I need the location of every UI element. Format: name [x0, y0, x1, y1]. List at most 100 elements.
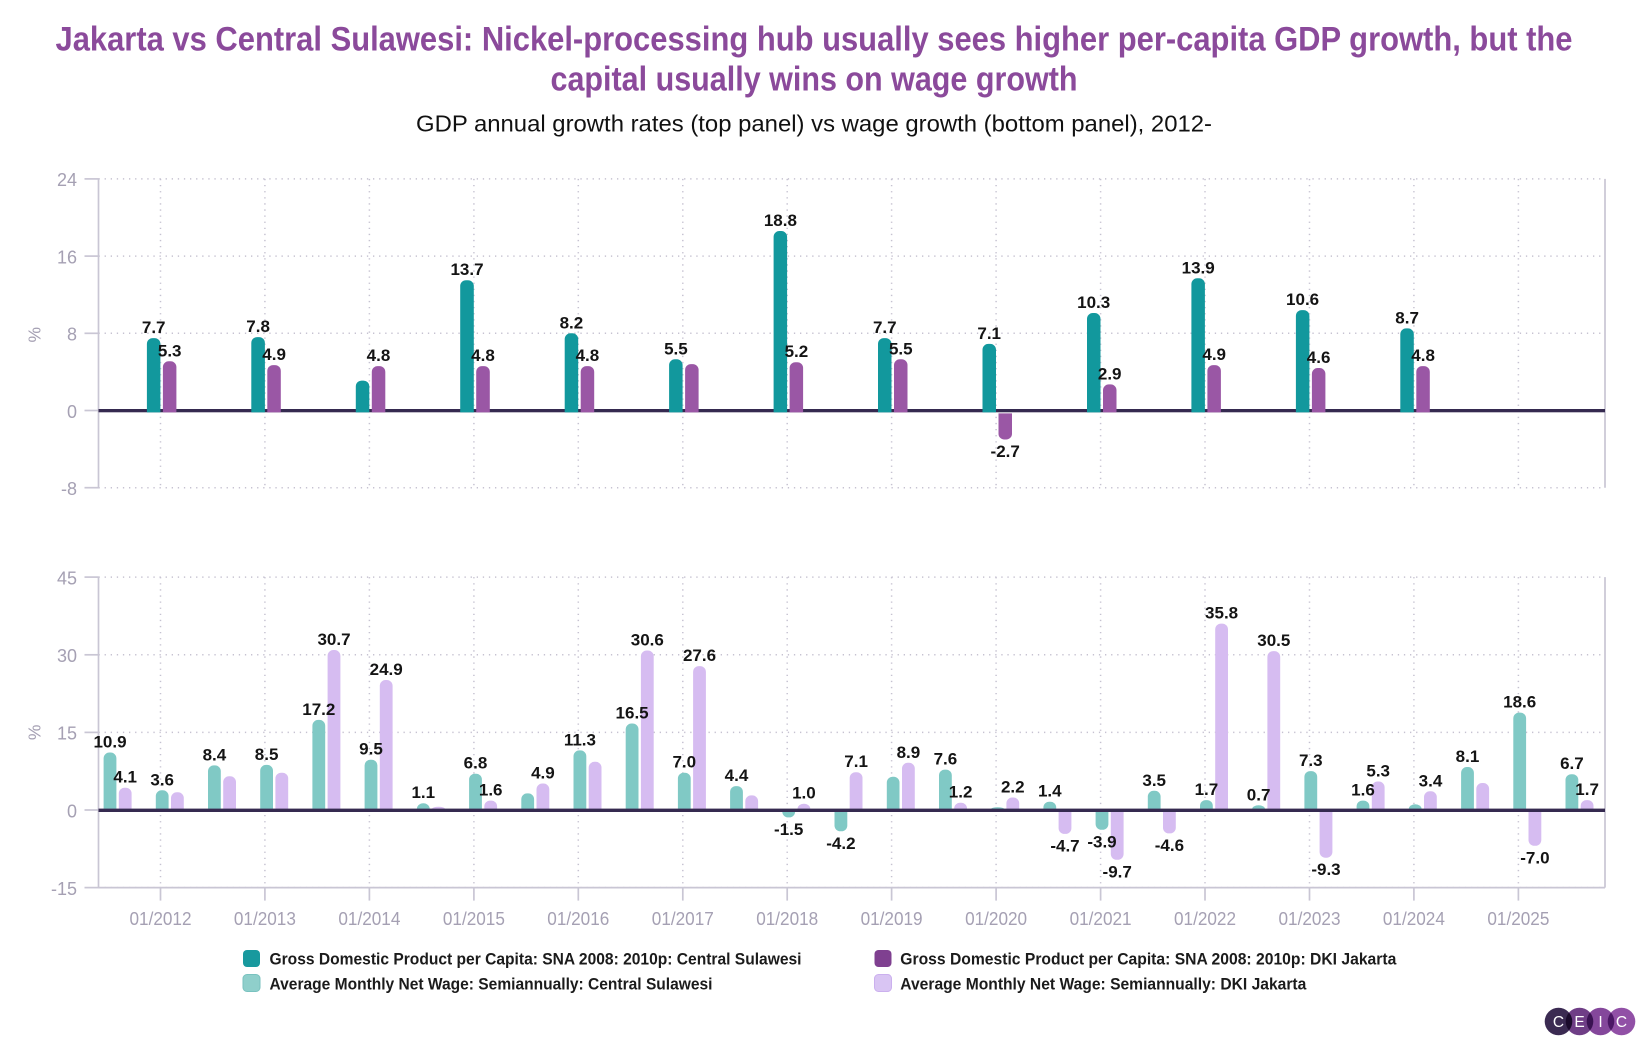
svg-text:5.3: 5.3	[158, 341, 182, 360]
svg-text:5.3: 5.3	[1366, 762, 1390, 781]
svg-text:15: 15	[57, 724, 77, 744]
svg-text:8.4: 8.4	[203, 745, 227, 764]
svg-text:2.2: 2.2	[1001, 778, 1025, 797]
svg-text:7.0: 7.0	[672, 753, 696, 772]
svg-text:18.6: 18.6	[1503, 693, 1536, 712]
svg-text:5.2: 5.2	[785, 342, 809, 361]
svg-text:01/2017: 01/2017	[652, 908, 714, 929]
svg-text:16: 16	[57, 247, 77, 267]
svg-text:4.9: 4.9	[1202, 345, 1226, 364]
svg-text:01/2020: 01/2020	[965, 908, 1027, 929]
svg-text:7.7: 7.7	[142, 318, 166, 337]
svg-text:Average Monthly Net Wage: Semi: Average Monthly Net Wage: Semiannually: …	[900, 974, 1306, 993]
svg-text:1.6: 1.6	[1351, 781, 1375, 800]
svg-text:-1.5: -1.5	[774, 820, 803, 839]
svg-text:8.9: 8.9	[897, 743, 921, 762]
svg-text:01/2015: 01/2015	[443, 908, 505, 929]
svg-text:7.3: 7.3	[1299, 751, 1323, 770]
svg-text:17.2: 17.2	[302, 700, 335, 719]
svg-text:01/2019: 01/2019	[861, 908, 923, 929]
svg-text:27.6: 27.6	[683, 646, 716, 665]
svg-text:45: 45	[57, 568, 77, 588]
svg-text:01/2013: 01/2013	[234, 908, 296, 929]
svg-text:7.6: 7.6	[934, 750, 958, 769]
svg-text:%: %	[24, 725, 44, 741]
svg-text:2.9: 2.9	[1098, 364, 1122, 383]
svg-text:1.4: 1.4	[1038, 782, 1062, 801]
svg-text:-15: -15	[51, 879, 77, 899]
svg-text:4.8: 4.8	[367, 346, 391, 365]
svg-text:3.5: 3.5	[1142, 771, 1166, 790]
svg-text:30.7: 30.7	[317, 630, 350, 649]
svg-text:7.1: 7.1	[844, 752, 868, 771]
svg-text:8.7: 8.7	[1395, 308, 1419, 327]
svg-text:8.5: 8.5	[255, 745, 279, 764]
svg-text:24.9: 24.9	[370, 660, 403, 679]
svg-text:8.2: 8.2	[560, 313, 584, 332]
svg-text:10.3: 10.3	[1077, 293, 1110, 312]
svg-text:13.9: 13.9	[1182, 258, 1215, 277]
svg-text:4.8: 4.8	[1411, 346, 1435, 365]
svg-text:01/2022: 01/2022	[1174, 908, 1236, 929]
svg-text:%: %	[24, 327, 44, 343]
svg-text:-7.0: -7.0	[1520, 848, 1549, 867]
svg-text:I: I	[1598, 1014, 1602, 1031]
svg-text:-3.9: -3.9	[1087, 832, 1116, 851]
svg-text:01/2018: 01/2018	[756, 908, 818, 929]
svg-text:1.0: 1.0	[792, 784, 816, 803]
svg-text:11.3: 11.3	[564, 730, 596, 749]
svg-text:7.1: 7.1	[977, 324, 1001, 343]
svg-text:4.6: 4.6	[1307, 348, 1331, 367]
svg-text:01/2014: 01/2014	[338, 908, 400, 929]
svg-text:-8: -8	[61, 479, 77, 499]
svg-text:5.5: 5.5	[664, 339, 688, 358]
svg-text:24: 24	[57, 170, 77, 190]
svg-text:C: C	[1616, 1014, 1627, 1031]
svg-text:C: C	[1553, 1014, 1564, 1031]
svg-text:8.1: 8.1	[1456, 747, 1480, 766]
svg-text:6.8: 6.8	[464, 754, 488, 773]
svg-text:01/2024: 01/2024	[1383, 908, 1445, 929]
svg-text:Gross Domestic Product per Cap: Gross Domestic Product per Capita: SNA 2…	[900, 950, 1397, 969]
svg-text:7.8: 7.8	[246, 317, 270, 336]
svg-text:10.9: 10.9	[93, 733, 126, 752]
svg-text:10.6: 10.6	[1286, 290, 1319, 309]
svg-text:capital usually wins on wage g: capital usually wins on wage growth	[551, 60, 1078, 98]
svg-text:0.7: 0.7	[1247, 785, 1271, 804]
svg-text:Average Monthly Net Wage: Semi: Average Monthly Net Wage: Semiannually: …	[270, 974, 713, 993]
svg-text:Jakarta vs Central Sulawesi: N: Jakarta vs Central Sulawesi: Nickel-proc…	[56, 21, 1573, 59]
svg-text:4.1: 4.1	[113, 768, 137, 787]
svg-text:0: 0	[67, 801, 77, 821]
svg-text:9.5: 9.5	[359, 740, 383, 759]
svg-text:01/2025: 01/2025	[1487, 908, 1549, 929]
svg-text:1.2: 1.2	[949, 783, 973, 802]
svg-text:13.7: 13.7	[450, 260, 483, 279]
svg-text:8: 8	[67, 325, 77, 345]
svg-text:01/2016: 01/2016	[547, 908, 609, 929]
svg-text:-9.3: -9.3	[1311, 860, 1340, 879]
svg-text:1.6: 1.6	[479, 781, 503, 800]
svg-text:-9.7: -9.7	[1103, 862, 1132, 881]
svg-text:E: E	[1574, 1014, 1584, 1031]
svg-text:-4.7: -4.7	[1050, 836, 1079, 855]
svg-text:18.8: 18.8	[764, 211, 797, 230]
svg-text:4.8: 4.8	[471, 346, 495, 365]
svg-text:30.6: 30.6	[631, 631, 664, 650]
svg-text:01/2012: 01/2012	[130, 908, 192, 929]
svg-text:1.7: 1.7	[1575, 780, 1599, 799]
svg-text:1.7: 1.7	[1195, 780, 1219, 799]
svg-text:-2.7: -2.7	[991, 442, 1020, 461]
svg-text:4.9: 4.9	[531, 764, 555, 783]
svg-text:GDP annual growth rates (top p: GDP annual growth rates (top panel) vs w…	[416, 111, 1212, 137]
svg-text:16.5: 16.5	[616, 704, 649, 723]
svg-text:-4.2: -4.2	[826, 834, 855, 853]
svg-text:3.6: 3.6	[150, 770, 174, 789]
svg-text:01/2023: 01/2023	[1279, 908, 1341, 929]
svg-text:0: 0	[67, 402, 77, 422]
svg-text:30.5: 30.5	[1257, 631, 1290, 650]
svg-text:4.8: 4.8	[576, 346, 600, 365]
svg-text:01/2021: 01/2021	[1070, 908, 1132, 929]
svg-text:5.5: 5.5	[889, 339, 913, 358]
svg-text:1.1: 1.1	[411, 783, 435, 802]
svg-text:4.4: 4.4	[725, 766, 749, 785]
